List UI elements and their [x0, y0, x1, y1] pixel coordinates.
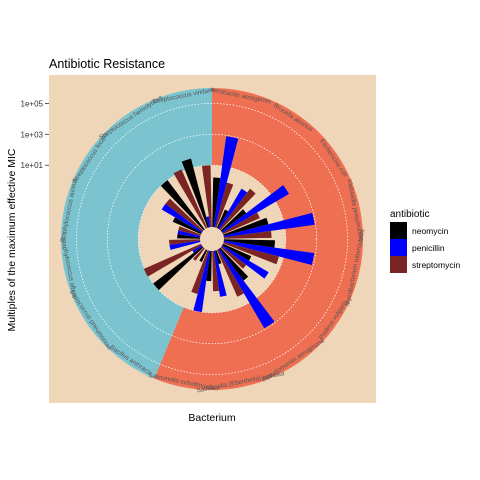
bar-streptomycin [223, 230, 272, 239]
y-tick-label: 1e+01 [21, 161, 44, 170]
y-tick-label: 1e+05 [21, 99, 44, 108]
legend-key-neomycin [390, 222, 407, 239]
legend-label-penicillin: penicillin [412, 243, 445, 253]
bar-penicillin [192, 245, 203, 253]
grid-circle [137, 164, 287, 314]
grid-circles [76, 103, 348, 375]
bar-penicillin [221, 245, 269, 279]
bar-penicillin [206, 216, 211, 228]
bar-streptomycin [191, 250, 209, 294]
bar-neomycin [212, 177, 221, 228]
gram-positive-sector [60, 87, 212, 379]
grid-circle [76, 103, 348, 375]
bar-neomycin [153, 246, 204, 291]
bar-neomycin [199, 249, 208, 262]
bar-neomycin [160, 180, 205, 231]
bar-penicillin [193, 250, 211, 313]
y-axis-title: Multiples of the maximum effective MIC [6, 148, 18, 331]
bar-streptomycin [223, 242, 279, 265]
bar-neomycin [223, 239, 275, 248]
gram-negative-sector [154, 88, 363, 390]
legend-key-streptomycin [390, 256, 407, 273]
bar-neomycin [181, 158, 209, 228]
legend-key-penicillin [390, 239, 407, 256]
bar-penicillin [223, 212, 315, 238]
bar-streptomycin [220, 246, 247, 269]
grid-circle [106, 133, 318, 345]
bar-neomycin [223, 217, 269, 236]
bar-neomycin [177, 234, 201, 239]
legend-title: antibiotic [390, 209, 429, 220]
bar-streptomycin [219, 188, 256, 231]
bar-penicillin [218, 188, 248, 230]
bar-streptomycin [169, 239, 201, 245]
legend: antibiotic neomycin penicillin streptomyci… [390, 209, 460, 273]
bar-penicillin [223, 240, 315, 266]
bar-penicillin [221, 185, 289, 233]
y-axis-ticks: 1e+01 1e+03 1e+05 [21, 99, 49, 170]
bar-streptomycin [192, 247, 205, 261]
chart-title: Antibiotic Resistance [49, 57, 165, 71]
bar-streptomycin [178, 226, 201, 236]
gram-sectors [60, 87, 363, 390]
bar-penicillin [169, 240, 201, 250]
legend-label-neomycin: neomycin [412, 226, 449, 236]
y-tick-label: 1e+03 [21, 130, 44, 139]
legend-label-streptomycin: streptomycin [412, 260, 460, 270]
bar-neomycin [216, 209, 229, 229]
bar-streptomycin [215, 182, 234, 228]
bar-streptomycin [173, 169, 208, 229]
bar-neomycin [206, 250, 212, 282]
bars [143, 136, 315, 329]
x-axis-title: Bacterium [188, 412, 236, 424]
bar-penicillin [213, 250, 227, 297]
bar-penicillin [218, 248, 275, 329]
bar-penicillin [177, 230, 201, 238]
bar-streptomycin [212, 250, 220, 292]
bar-neomycin [219, 247, 249, 281]
bar-penicillin [161, 203, 203, 233]
bar-neomycin [172, 217, 202, 235]
bar-streptomycin [165, 198, 204, 232]
bar-streptomycin [216, 249, 244, 297]
bar-streptomycin [222, 212, 260, 235]
bar-streptomycin [143, 243, 202, 277]
bar-neomycin [220, 209, 247, 232]
bar-penicillin [213, 136, 239, 228]
bar-streptomycin [201, 165, 212, 228]
bar-neomycin [222, 243, 252, 261]
bar-neomycin [215, 250, 222, 265]
